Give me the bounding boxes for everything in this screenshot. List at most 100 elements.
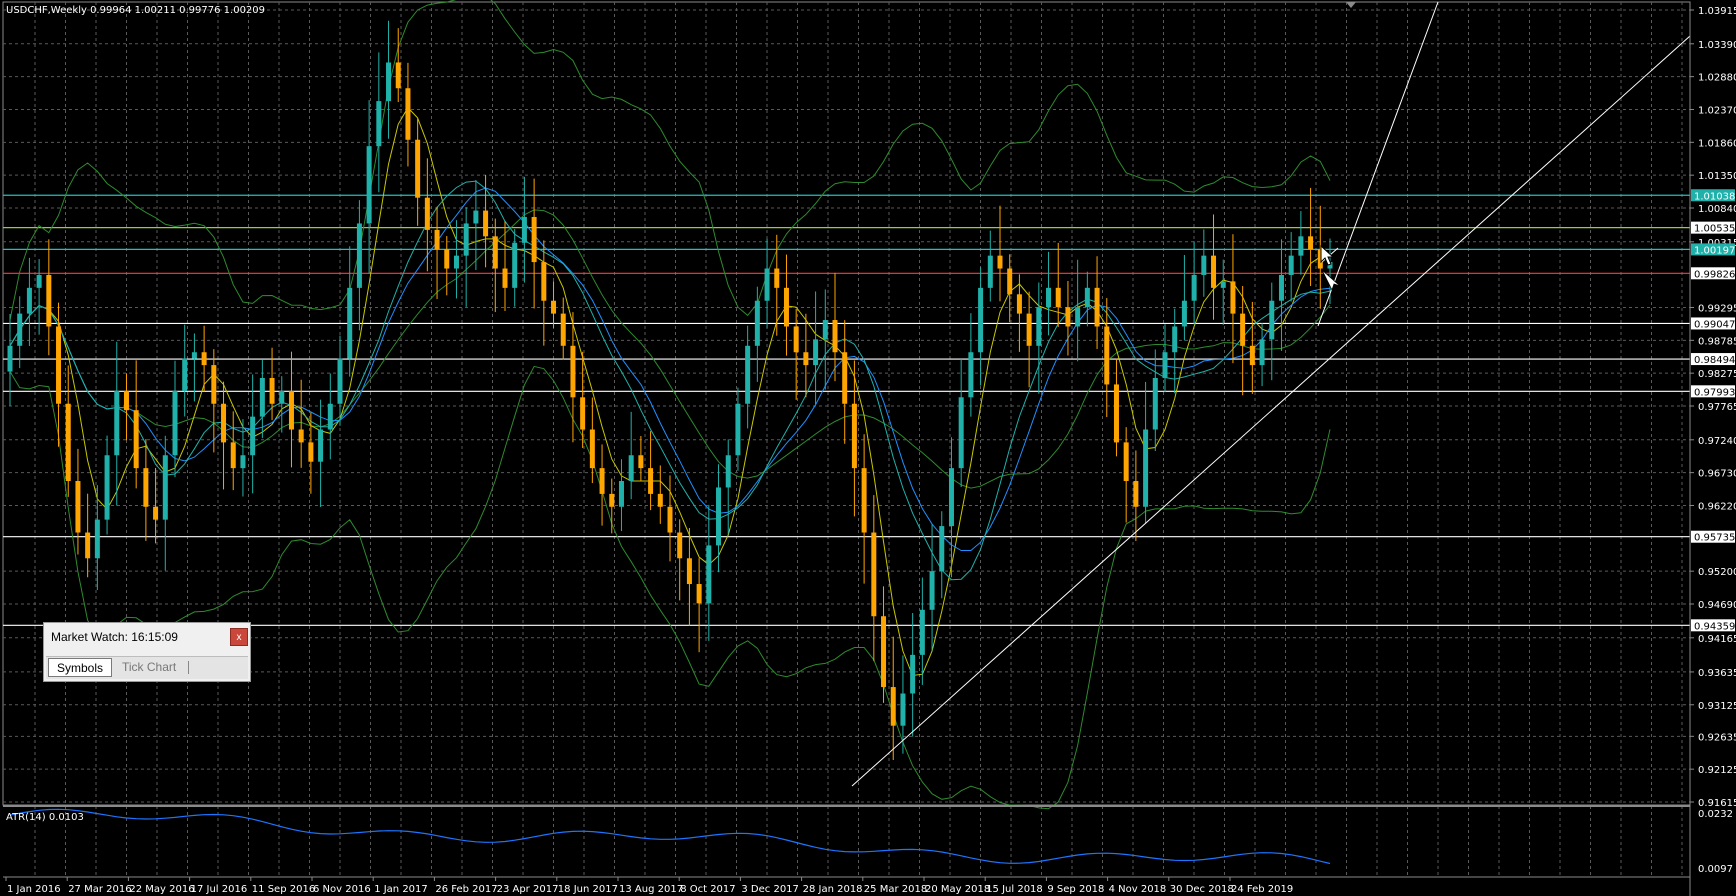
chart-info-header: USDCHF,Weekly 0.99964 1.00211 0.99776 1.…	[6, 5, 265, 16]
candle-body	[1191, 274, 1197, 301]
candle-body	[716, 487, 722, 546]
candle-body	[1046, 287, 1052, 308]
candle-body	[453, 255, 459, 269]
candle-body	[123, 390, 129, 411]
price-axis[interactable]: 1.03915 1.03390 1.02880 1.02370 1.01860 1.013…	[1690, 6, 1736, 809]
candle-body	[686, 558, 692, 585]
candle-body	[201, 352, 207, 366]
candle-body	[1317, 249, 1323, 269]
candle-body	[725, 455, 731, 488]
candle-body	[1123, 442, 1129, 482]
tab-tick-chart[interactable]: Tick Chart	[122, 660, 177, 674]
time-tick-label: 15 Jul 2018	[986, 884, 1043, 895]
price-tick-label: 1.00315	[1698, 238, 1736, 249]
candle-body	[211, 365, 217, 404]
time-tick-label: 20 May 2018	[925, 884, 990, 895]
candle-body	[822, 320, 828, 340]
candle-body	[191, 352, 197, 359]
candle-body	[997, 255, 1003, 269]
candle-body	[1036, 307, 1042, 346]
time-tick-label: 30 Dec 2018	[1170, 884, 1234, 895]
time-tick-label: 25 Mar 2018	[864, 884, 927, 895]
candle-body	[667, 506, 673, 533]
candle-body	[473, 210, 479, 224]
price-tick-label: 0.98785	[1698, 336, 1736, 347]
candle-body	[813, 339, 819, 366]
time-tick-label: 27 Mar 2016	[68, 884, 131, 895]
price-tick-label: 1.01350	[1698, 171, 1736, 182]
candle-body	[1308, 236, 1314, 250]
candle-body	[259, 377, 265, 417]
candle-body	[114, 390, 120, 456]
time-tick-label: 23 Apr 2017	[497, 884, 559, 895]
level-tag-bg	[1691, 221, 1735, 234]
candle-body	[405, 88, 411, 140]
scroll-marker-icon[interactable]	[1346, 2, 1356, 8]
candle-body	[706, 545, 712, 604]
candle-body	[551, 300, 557, 314]
candle-body	[318, 429, 324, 462]
candle-body	[182, 358, 188, 391]
price-tick-label: 0.92125	[1698, 765, 1736, 776]
candle-body	[1240, 313, 1246, 346]
candle-body	[75, 481, 81, 533]
candle-body	[1007, 268, 1013, 295]
close-icon[interactable]: x	[230, 628, 248, 646]
candle-body	[337, 358, 343, 404]
price-tick-label: 0.91615	[1698, 798, 1736, 809]
tab-symbols[interactable]: Symbols	[48, 658, 113, 677]
candle-body	[754, 300, 760, 346]
candle-body	[861, 468, 867, 533]
candle-body	[376, 101, 382, 147]
crosshair-marker-icon	[1321, 269, 1341, 292]
tab-separator	[188, 661, 189, 674]
candle-body	[327, 403, 333, 430]
level-tag-label: 0.98494	[1694, 355, 1735, 366]
candle-body	[1075, 307, 1081, 327]
price-tick-label: 0.94690	[1698, 600, 1736, 611]
candle-body	[764, 268, 770, 301]
candle-body	[26, 287, 32, 314]
level-tag-bg	[1691, 189, 1735, 202]
candle-body	[910, 654, 916, 694]
candle-body	[978, 287, 984, 353]
candle-body	[347, 287, 353, 359]
bb-lower-line	[9, 365, 1331, 810]
bb-middle-line	[9, 209, 1331, 489]
price-tick-label: 0.96730	[1698, 469, 1736, 480]
time-tick-label: 11 Sep 2016	[252, 884, 315, 895]
level-tag-bg	[1691, 267, 1735, 280]
ma-slow-line	[9, 187, 1331, 551]
candle-body	[851, 403, 857, 469]
candle-body	[172, 390, 178, 456]
time-tick-label: 18 Jun 2017	[558, 884, 618, 895]
level-tag-bg	[1691, 353, 1735, 366]
candle-body	[1259, 339, 1265, 366]
market-watch-panel[interactable]: Market Watch: 16:15:09 x Symbols Tick Ch…	[43, 622, 251, 682]
atr-axis-bottom: 0.0097	[1698, 864, 1733, 875]
bollinger-bands	[9, 0, 1331, 810]
candle-body	[648, 468, 654, 494]
atr-axis-top: 0.0232	[1698, 809, 1733, 820]
price-tick-label: 1.01860	[1698, 138, 1736, 149]
candle-body	[958, 397, 964, 469]
time-tick-label: 28 Jan 2018	[803, 884, 863, 895]
candle-body	[1055, 287, 1061, 308]
candle-body	[1152, 377, 1158, 430]
price-tick-label: 0.98275	[1698, 369, 1736, 380]
ma-teal-line	[9, 180, 1331, 581]
candle-body	[609, 493, 615, 507]
bb-upper-line	[9, 0, 1331, 321]
candle-body	[512, 242, 518, 288]
candle-body	[657, 493, 663, 507]
price-tick-label: 0.93635	[1698, 668, 1736, 679]
candle-body	[230, 442, 236, 469]
candle-body	[56, 326, 62, 404]
price-tick-label: 1.03390	[1698, 40, 1736, 51]
candle-body	[1143, 429, 1149, 507]
time-tick-label: 13 Aug 2017	[619, 884, 683, 895]
candle-body	[1104, 326, 1110, 385]
level-tag-bg	[1691, 385, 1735, 398]
